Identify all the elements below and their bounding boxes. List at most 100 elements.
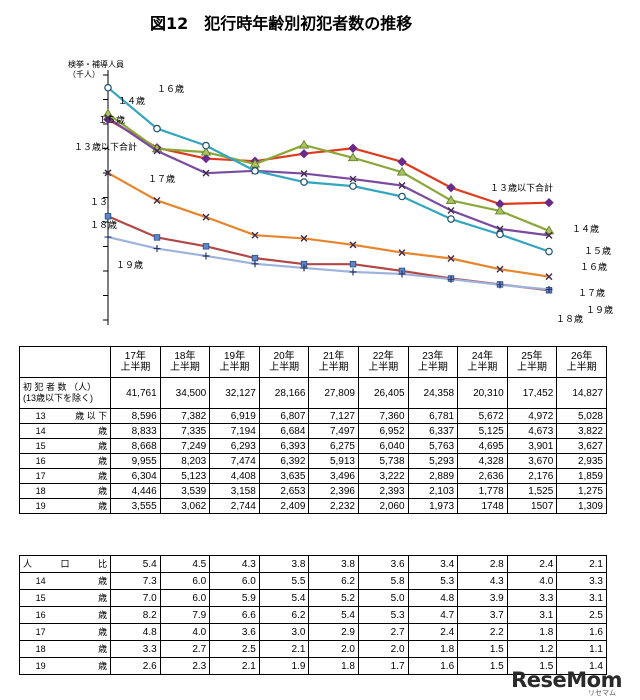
row-value: 6,807 (258, 408, 310, 424)
row-value: 1.7 (357, 657, 409, 675)
row-value: 5.0 (357, 589, 409, 607)
data-point-5-2 (202, 243, 210, 250)
row-label-age: 14 (35, 425, 46, 436)
row-value: 3.7 (457, 606, 508, 624)
row-value: 4,446 (110, 483, 161, 499)
row-label-unit: 歳 (98, 485, 108, 496)
ratio-label: 人口比 (23, 559, 107, 570)
row-value: 1748 (457, 498, 508, 514)
row-value: 5,672 (457, 408, 508, 424)
row-label-age: 16 (35, 455, 46, 466)
row-label: 14 歳 (36, 426, 107, 437)
column-header: 25年 上半期 (506, 346, 558, 378)
data-point-2-4 (300, 170, 308, 178)
row-indent (18, 483, 33, 499)
series-line-3 (107, 86, 550, 253)
ratio-label-char: 比 (98, 558, 108, 569)
row-value: 8,596 (110, 408, 161, 424)
row-value: 3,222 (357, 468, 409, 484)
column-header-half: 上半期 (169, 362, 200, 373)
row-value: 8,203 (159, 453, 211, 469)
row-value: 6.0 (159, 589, 211, 607)
row-value: 6.0 (209, 572, 260, 590)
row-value: 2,636 (457, 468, 508, 484)
row-value: 6.0 (159, 572, 211, 590)
row-value: 3.3 (110, 640, 161, 658)
row-label-cell: 16 歳 (32, 453, 112, 469)
row-value: 5,028 (556, 408, 607, 424)
column-header-half: 上半期 (219, 362, 250, 373)
data-point-3-5 (349, 182, 357, 190)
row-value: 1.6 (407, 657, 459, 675)
row-value: 1507 (506, 498, 558, 514)
row-value: 2,060 (357, 498, 409, 514)
line-label-14: １９歳 (586, 304, 613, 316)
row-value: 5,293 (407, 453, 459, 469)
ratio-value: 4.5 (159, 555, 211, 573)
total-value: 20,310 (457, 377, 508, 409)
row-value: 4.0 (159, 623, 211, 641)
data-point-2-6 (398, 182, 406, 190)
row-indent (18, 657, 33, 675)
total-value: 24,358 (407, 377, 459, 409)
row-label: 15 歳 (36, 593, 107, 604)
ratio-label-char: 口 (60, 558, 70, 569)
row-value: 1.5 (457, 640, 508, 658)
ratio-value: 2.4 (506, 555, 558, 573)
row-label-unit: 歳 (98, 455, 108, 466)
row-label-age: 17 (35, 470, 46, 481)
ratio-value: 2.8 (457, 555, 508, 573)
data-point-1-7 (445, 195, 457, 204)
row-value: 2.4 (407, 623, 459, 641)
data-point-1-3 (249, 158, 261, 168)
row-value: 2.5 (556, 606, 607, 624)
row-value: 1,973 (407, 498, 459, 514)
row-value: 3.3 (556, 572, 607, 590)
data-point-3-9 (545, 247, 553, 256)
data-point-2-5 (349, 175, 357, 183)
column-header-year: 25年 (521, 351, 543, 362)
chart-title: 図12 犯行時年齢別初犯者数の推移 (150, 14, 413, 33)
series-line-4 (107, 171, 550, 278)
row-label-age: 15 (35, 592, 46, 603)
data-point-4-8 (496, 265, 504, 273)
row-value: 6,392 (258, 453, 310, 469)
row-value: 3,670 (506, 453, 558, 469)
row-value: 6,275 (308, 438, 359, 454)
ratio-row-label: 人口比 (18, 555, 112, 573)
data-point-2-0 (104, 114, 112, 122)
row-label-cell: 13 歳 以 下 (32, 408, 112, 424)
row-label-cell: 16 歳 (32, 606, 112, 624)
ratio-value: 5.4 (110, 555, 161, 573)
column-header-year: 23年 (422, 351, 444, 362)
column-header-year: 20年 (273, 351, 295, 362)
row-value: 3,062 (159, 498, 211, 514)
column-header-year: 21年 (323, 351, 345, 362)
row-value: 5.4 (258, 589, 310, 607)
row-value: 3,901 (506, 438, 558, 454)
row-label-age: 15 (35, 440, 46, 451)
row-value: 2.1 (209, 657, 260, 675)
row-label: 15 歳 (36, 441, 107, 452)
row-value: 3,158 (209, 483, 260, 499)
row-value: 8.2 (110, 606, 161, 624)
data-point-6-6 (398, 270, 406, 278)
data-point-1-8 (494, 205, 506, 215)
row-value: 1.9 (258, 657, 310, 675)
row-indent (18, 408, 33, 424)
total-value: 14,827 (556, 377, 607, 409)
ratio-value: 3.8 (258, 555, 310, 573)
row-value: 2.7 (357, 623, 409, 641)
row-label-unit: 歳 以 下 (75, 410, 108, 421)
data-point-5-0 (104, 213, 112, 220)
column-header-year: 26年 (571, 351, 593, 362)
total-value: 34,500 (159, 377, 211, 409)
row-value: 5,763 (407, 438, 459, 454)
line-label-9: １４歳 (572, 223, 599, 235)
row-value: 6,952 (357, 423, 409, 439)
series-line-5 (107, 215, 550, 292)
series-line-1 (107, 113, 550, 232)
row-label-age: 17 (35, 626, 46, 637)
total-value: 28,166 (258, 377, 310, 409)
series-line-2 (107, 116, 550, 237)
